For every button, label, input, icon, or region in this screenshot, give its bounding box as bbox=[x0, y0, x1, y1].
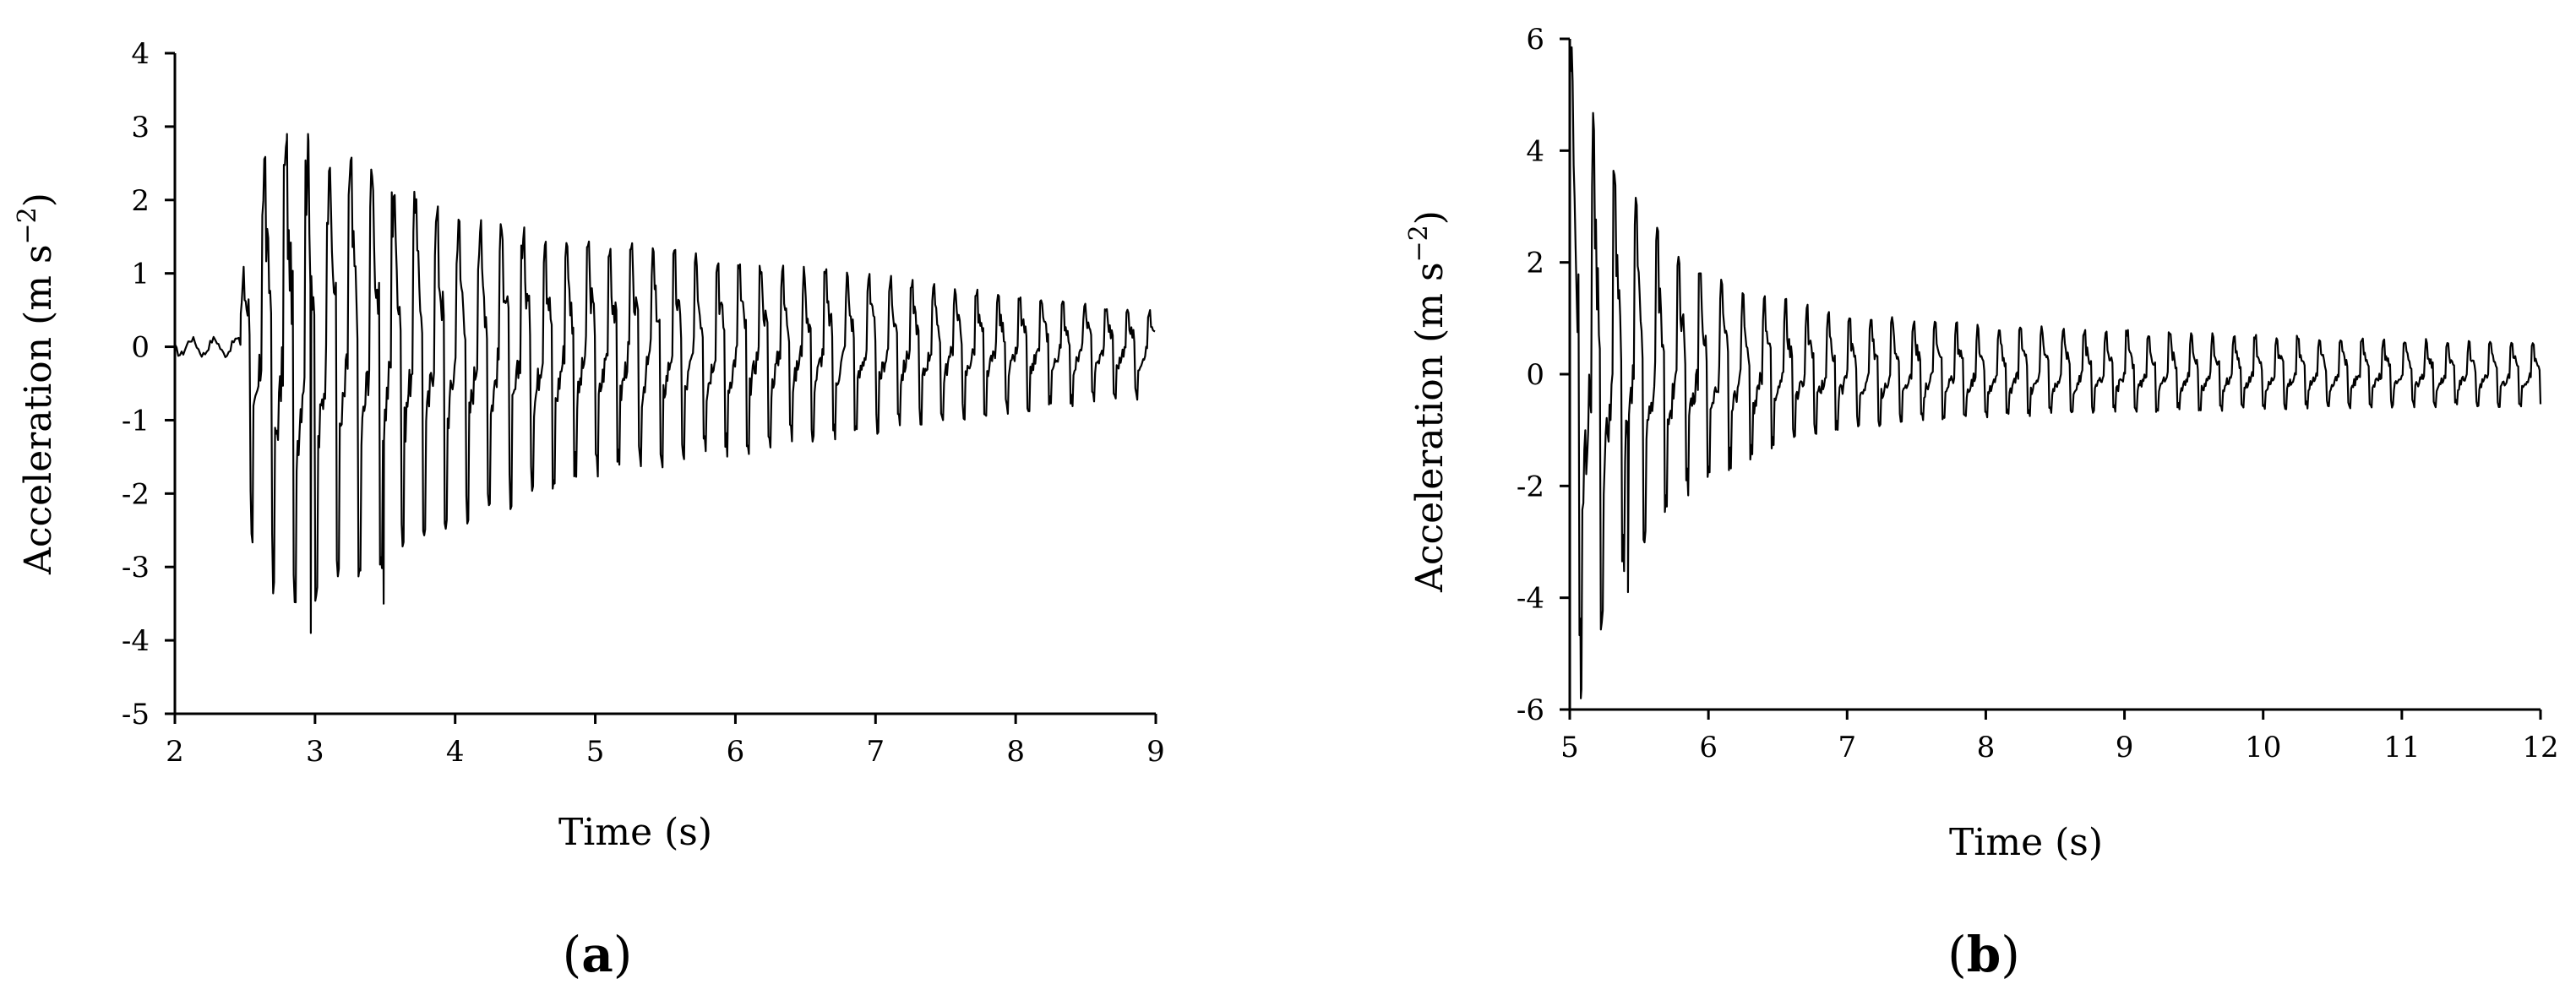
chart-b-panel-label-open: ( bbox=[1947, 926, 1967, 983]
chart-b-y-tick-label: -4 bbox=[1517, 582, 1544, 616]
chart-b-y-tick-label: 0 bbox=[1526, 358, 1544, 392]
chart-a-y-tick-label: 3 bbox=[131, 111, 150, 144]
chart-b-x-tick-label: 5 bbox=[1560, 731, 1579, 764]
chart-a-panel-label-letter: a bbox=[581, 926, 613, 983]
chart-b-trace-line bbox=[1568, 39, 2542, 699]
chart-a-x-tick-label: 5 bbox=[586, 735, 605, 769]
chart-a: 4 3 2 1 0 -1 -2 -3 -4 -5 2 3 4 5 6 7 8 9 Time (s) Accele… bbox=[13, 37, 1165, 983]
chart-b-y-tick-label: -6 bbox=[1517, 693, 1544, 727]
chart-a-x-tick-label: 2 bbox=[166, 735, 184, 769]
chart-b-y-axis-title-sup: −2 bbox=[1404, 225, 1434, 262]
chart-a-x-tick-label: 3 bbox=[306, 735, 324, 769]
chart-a-y-tick-label: -2 bbox=[122, 477, 150, 511]
chart-b-y-tick-label: -2 bbox=[1517, 470, 1544, 503]
chart-b-y-axis-title-main: Acceleration (m s bbox=[1408, 262, 1451, 593]
chart-a-x-tick-label: 6 bbox=[727, 735, 745, 769]
chart-b-x-tick-label: 10 bbox=[2245, 731, 2281, 764]
chart-b-x-axis-title: Time (s) bbox=[1949, 821, 2103, 864]
chart-b-y-tick-label: 6 bbox=[1526, 23, 1544, 57]
chart-a-x-tick-label: 7 bbox=[866, 735, 885, 769]
chart-b-panel-label-close: ) bbox=[2001, 926, 2020, 983]
chart-a-y-tick-label: -4 bbox=[122, 624, 150, 658]
chart-b-x-tick-label: 12 bbox=[2522, 731, 2558, 764]
chart-a-y-axis-title-main: Acceleration (m s bbox=[17, 244, 60, 575]
chart-a-y-axis-title-sup: −2 bbox=[13, 207, 42, 244]
chart-b-y-axis-title-close: ) bbox=[1408, 210, 1451, 225]
chart-a-panel-label: (a) bbox=[563, 926, 633, 983]
chart-a-y-tick-label: -1 bbox=[122, 404, 150, 438]
chart-b-panel-label: (b) bbox=[1947, 926, 2020, 983]
chart-a-y-tick-label: -5 bbox=[122, 698, 150, 731]
chart-b-y-tick-label: 4 bbox=[1526, 134, 1544, 168]
chart-b-x-tick-label: 7 bbox=[1838, 731, 1856, 764]
chart-a-panel-label-open: ( bbox=[563, 926, 582, 983]
chart-a-y-axis-title-close: ) bbox=[17, 193, 60, 207]
chart-a-trace-line bbox=[174, 133, 1156, 634]
chart-a-x-tick-label: 8 bbox=[1006, 735, 1025, 769]
chart-a-x-axis-title: Time (s) bbox=[558, 811, 712, 854]
chart-b-x-tick-label: 11 bbox=[2383, 731, 2420, 764]
chart-b-panel-label-letter: b bbox=[1967, 926, 2001, 983]
chart-a-y-tick-label: 4 bbox=[131, 37, 150, 71]
chart-a-y-tick-label: 0 bbox=[131, 331, 150, 365]
chart-a-y-tick-label: 1 bbox=[131, 258, 150, 291]
chart-b-x-tick-label: 6 bbox=[1699, 731, 1718, 764]
chart-b: 6 4 2 0 -2 -4 -6 5 6 7 8 9 10 11 12 Time (s) Accelera… bbox=[1404, 23, 2559, 983]
chart-a-x-tick-label: 4 bbox=[446, 735, 465, 769]
chart-b-x-tick-label: 8 bbox=[1977, 731, 1996, 764]
chart-b-y-tick-label: 2 bbox=[1526, 247, 1544, 280]
chart-a-y-tick-label: -3 bbox=[122, 551, 150, 585]
chart-b-y-axis-title: Acceleration (m s−2) bbox=[1404, 210, 1451, 593]
chart-a-panel-label-close: ) bbox=[613, 926, 633, 983]
chart-a-y-axis-title: Acceleration (m s−2) bbox=[13, 193, 60, 575]
chart-b-x-tick-label: 9 bbox=[2116, 731, 2134, 764]
chart-a-y-tick-label: 2 bbox=[131, 184, 150, 218]
chart-a-x-tick-label: 9 bbox=[1146, 735, 1165, 769]
